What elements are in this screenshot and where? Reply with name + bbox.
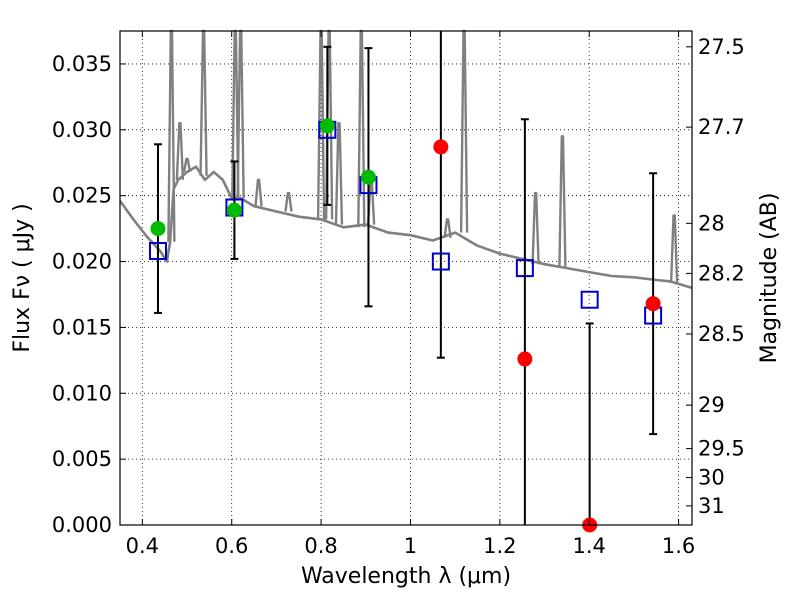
x-tick-label: 0.8 [304,534,337,558]
magnitude-tick-label: 31 [698,494,725,518]
magnitude-tick-label: 28.2 [698,261,745,285]
model-flux-square [431,252,450,271]
y-tick-label: 0.010 [52,381,112,405]
photometry-point-green [319,118,335,134]
x-tick-label: 1.2 [483,534,516,558]
magnitude-tick-label: 29.5 [698,437,745,461]
magnitude-tick-label: 27.7 [698,115,745,139]
model-emission-line [199,29,208,176]
x-tick-label: 0.4 [126,534,159,558]
model-emission-line [357,29,366,228]
x-tick-label: 0.6 [215,534,248,558]
x-tick-label: 1.4 [573,534,606,558]
y-tick-label: 0.035 [52,52,112,76]
y-tick-label: 0.000 [52,513,112,537]
magnitude-axis-label: Magnitude (AB) [757,193,782,364]
photometry-point-red [645,296,661,312]
model-emission-line [443,218,452,238]
magnitude-tick-label: 29 [698,393,725,417]
photometry-point-green [226,202,242,218]
model-emission-line [531,191,540,265]
y-tick-label: 0.015 [52,315,112,339]
model-flux-square [580,290,599,309]
x-tick-label: 1.6 [662,534,695,558]
data-points [148,31,663,533]
photometry-point-green [150,221,166,237]
model-emission-line [182,157,192,173]
y-axis-label: Flux Fν ( μJy ) [10,203,35,352]
photometry-point-green [360,169,376,185]
model-spectrum [118,29,693,290]
model-continuum-line [118,165,693,290]
y-tick-label: 0.020 [52,250,112,274]
magnitude-tick-label: 28.5 [698,322,745,346]
x-axis-label: Wavelength λ (μm) [301,564,511,589]
y-tick-label: 0.025 [52,184,112,208]
photometry-point-red [517,351,533,367]
model-emission-line [175,122,185,180]
model-flux-square [148,241,167,260]
model-emission-line [236,29,245,199]
plot-frame [119,30,693,526]
y-tick-label: 0.030 [52,118,112,142]
photometry-point-red [433,139,449,155]
magnitude-tick-label: 30 [698,466,725,490]
axis-ticks: 0.4 0.6 0.8 1 1.2 1.4 1.6 0.000 0.005 0.010 0.015 0… [52,31,745,558]
x-tick-label: 1 [404,534,417,558]
magnitude-tick-label: 28 [698,211,725,235]
model-emission-line [669,214,679,283]
model-emission-line [284,191,293,212]
model-emission-line [334,122,344,225]
y-tick-label: 0.005 [52,447,112,471]
model-emission-line [558,135,567,267]
model-emission-line [459,29,469,233]
model-emission-line [254,178,263,207]
model-flux-square [515,259,534,278]
magnitude-tick-label: 27.5 [698,35,745,59]
